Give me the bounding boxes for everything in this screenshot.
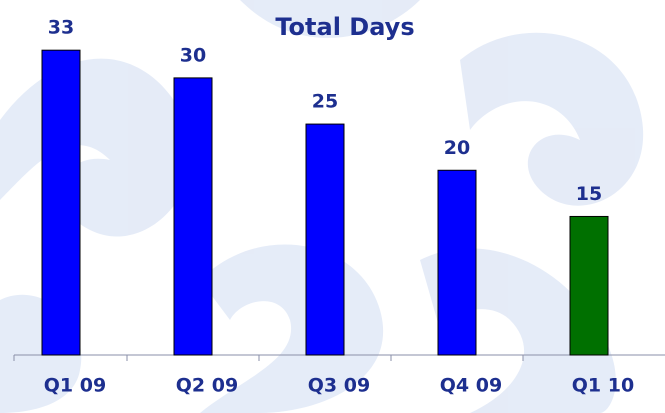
chart-title: Total Days <box>275 13 414 41</box>
x-tick-label: Q1 10 <box>572 375 634 397</box>
data-label: 30 <box>180 44 206 66</box>
data-label: 33 <box>48 17 74 39</box>
bar <box>437 169 477 356</box>
x-tick-label: Q3 09 <box>308 375 370 397</box>
bar <box>173 77 213 356</box>
bar <box>305 123 345 356</box>
data-label: 20 <box>444 137 470 159</box>
bar <box>41 49 81 356</box>
data-label: 15 <box>576 183 602 205</box>
x-tick-label: Q4 09 <box>440 375 502 397</box>
data-label: 25 <box>312 91 338 113</box>
x-tick-label: Q2 09 <box>176 375 238 397</box>
x-tick-label: Q1 09 <box>44 375 106 397</box>
bar <box>569 215 609 356</box>
